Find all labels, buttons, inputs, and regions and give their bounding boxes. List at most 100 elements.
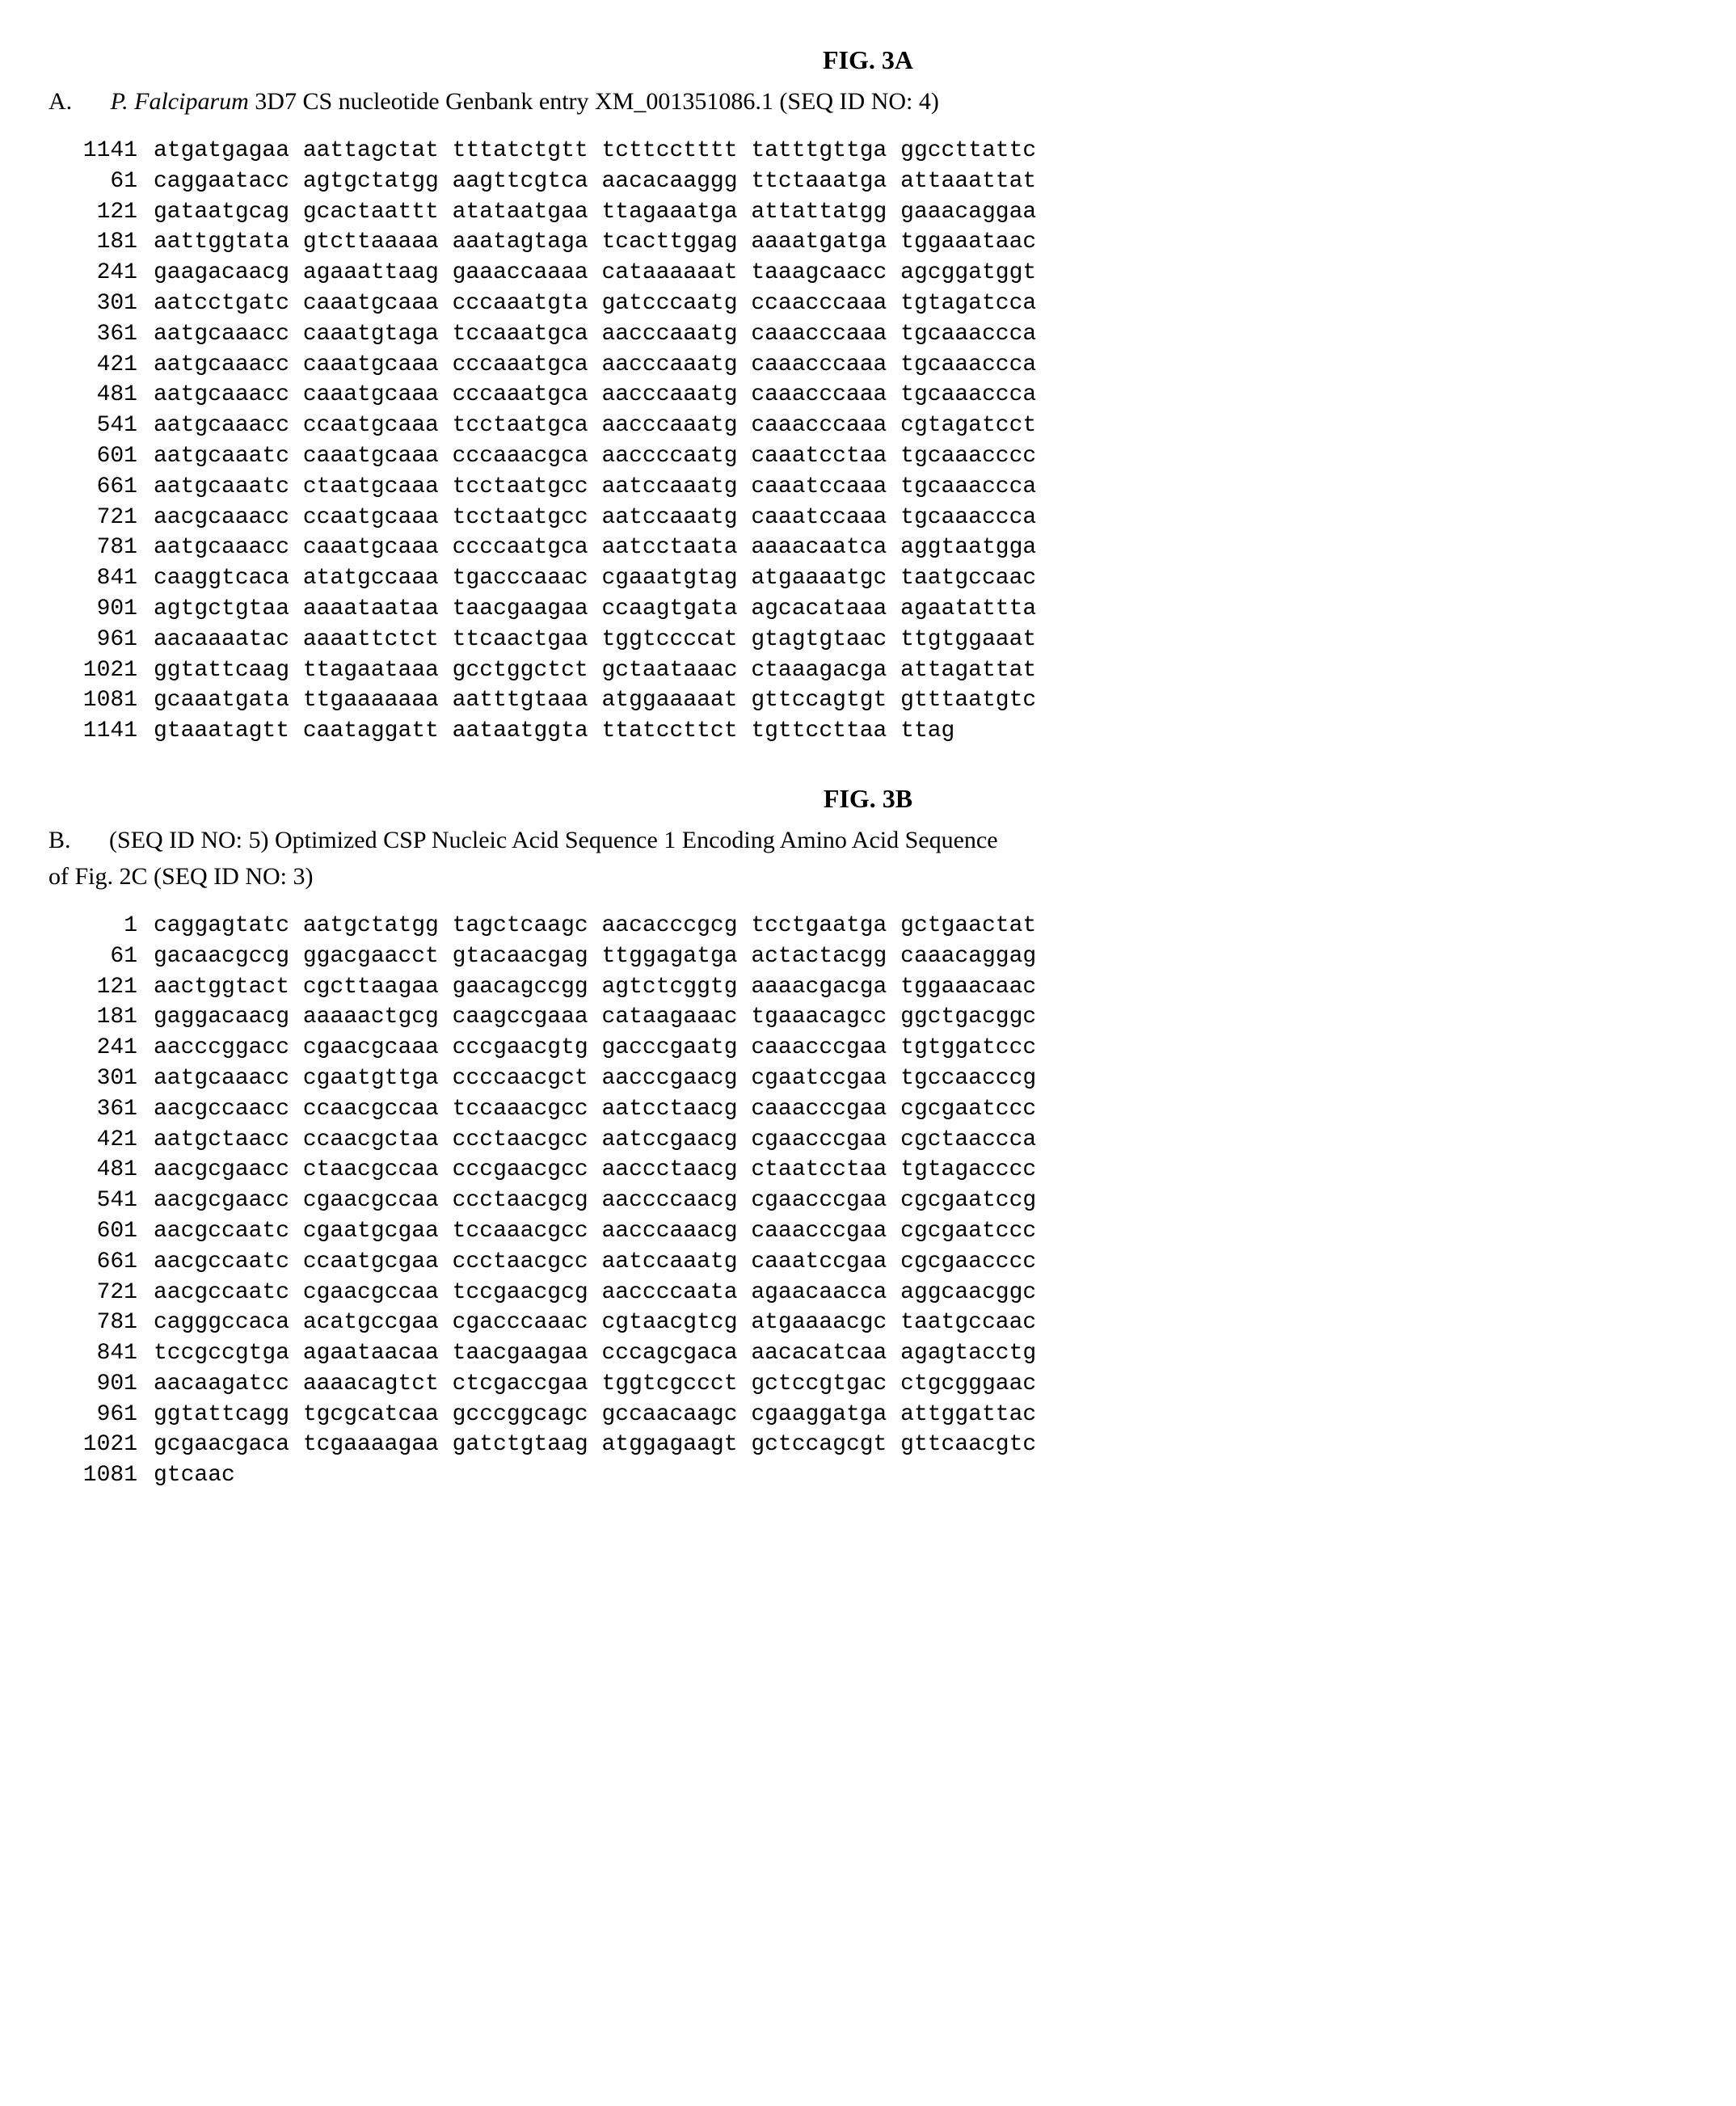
sequence-row: 241 gaagacaacg agaaattaag gaaaccaaaa cata… [48, 258, 1688, 289]
sequence-position: 181 [48, 1002, 137, 1033]
sequence-row: 181 aattggtata gtcttaaaaa aaatagtaga tcac… [48, 227, 1688, 258]
sequence-row: 241 aacccggacc cgaacgcaaa cccgaacgtg gacc… [48, 1033, 1688, 1064]
sequence-data: aacgcgaacc cgaacgccaa ccctaacgcg aacccca… [154, 1188, 1036, 1213]
sequence-row: 721aacgcaaacc ccaatgcaaa tcctaatgcc aatc… [48, 503, 1688, 533]
sequence-row: 841 caaggtcaca atatgccaaa tgacccaaac cgaa… [48, 563, 1688, 594]
sequence-data: gcgaacgaca tcgaaaagaa gatctgtaag atggaga… [154, 1432, 1036, 1457]
sequence-row: 1081gtcaac [48, 1460, 1688, 1491]
sequence-position: 121 [48, 972, 137, 1003]
sequence-row: 1081gcaaatgata ttgaaaaaaa aatttgtaaa atg… [48, 685, 1688, 716]
sequence-position: 301 [48, 289, 137, 319]
sequence-row: 121 gataatgcag gcactaattt atataatgaa ttag… [48, 197, 1688, 228]
sequence-position: 601 [48, 441, 137, 472]
sequence-data: ggtattcagg tgcgcatcaa gcccggcagc gccaaca… [154, 1402, 1036, 1427]
sequence-position: 721 [48, 503, 137, 533]
sequence-row: 421 aatgcaaacc caaatgcaaa cccaaatgca aacc… [48, 350, 1688, 381]
sequence-row: 541aatgcaaacc ccaatgcaaa tcctaatgca aacc… [48, 411, 1688, 441]
sequence-position: 361 [48, 319, 137, 350]
sequence-position: 1021 [48, 1430, 137, 1460]
sequence-row: 601aatgcaaatc caaatgcaaa cccaaacgca aacc… [48, 441, 1688, 472]
sequence-position: 841 [48, 563, 137, 594]
sequence-data: gaagacaacg agaaattaag gaaaccaaaa cataaaa… [154, 260, 1036, 285]
sequence-data: gtcaac [154, 1463, 235, 1488]
sequence-position: 481 [48, 380, 137, 411]
sequence-position: 961 [48, 625, 137, 655]
sequence-row: 1141atgatgagaa aattagctat tttatctgtt tct… [48, 136, 1688, 166]
species-name: P. Falciparum [111, 88, 249, 115]
sequence-data: agtgctgtaa aaaataataa taacgaagaa ccaagtg… [154, 596, 1036, 621]
sequence-position: 901 [48, 594, 137, 625]
sequence-position: 1021 [48, 655, 137, 686]
sequence-data: aacgccaacc ccaacgccaa tccaaacgcc aatccta… [154, 1097, 1036, 1122]
fig-3a-header: A. P. Falciparum 3D7 CS nucleotide Genba… [48, 83, 1688, 120]
sequence-data: aatgcaaacc caaatgcaaa cccaaatgca aacccaa… [154, 382, 1036, 407]
sequence-data: gataatgcag gcactaattt atataatgaa ttagaaa… [154, 200, 1036, 225]
sequence-position: 301 [48, 1064, 137, 1094]
section-letter-a: A. [48, 88, 72, 115]
sequence-row: 301 aatgcaaacc cgaatgttga ccccaacgct aacc… [48, 1064, 1688, 1094]
sequence-data: aatgcaaacc cgaatgttga ccccaacgct aacccga… [154, 1066, 1036, 1091]
sequence-data: aatgcaaacc caaatgtaga tccaaatgca aacccaa… [154, 322, 1036, 347]
sequence-row: 601aacgccaatc cgaatgcgaa tccaaacgcc aacc… [48, 1216, 1688, 1247]
sequence-data: aatgcaaacc caaatgcaaa cccaaatgca aacccaa… [154, 352, 1036, 377]
sequence-row: 421aatgctaacc ccaacgctaa ccctaacgcc aatc… [48, 1125, 1688, 1156]
sequence-block-b: 1caggagtatc aatgctatgg tagctcaagc aacacc… [48, 911, 1688, 1491]
sequence-row: 661aacgccaatc ccaatgcgaa ccctaacgcc aatc… [48, 1247, 1688, 1278]
sequence-data: aacgccaatc cgaacgccaa tccgaacgcg aacccca… [154, 1280, 1036, 1305]
sequence-row: 121 aactggtact cgcttaagaa gaacagccgg agtc… [48, 972, 1688, 1003]
sequence-data: aacgcgaacc ctaacgccaa cccgaacgcc aacccta… [154, 1157, 1036, 1182]
sequence-row: 841tccgccgtga agaataacaa taacgaagaa ccca… [48, 1338, 1688, 1369]
sequence-row: 1021 gcgaacgaca tcgaaaagaa gatctgtaag atg… [48, 1430, 1688, 1460]
sequence-row: 721aacgccaatc cgaacgccaa tccgaacgcg aacc… [48, 1278, 1688, 1308]
sequence-position: 241 [48, 1033, 137, 1064]
sequence-position: 1081 [48, 685, 137, 716]
sequence-position: 601 [48, 1216, 137, 1247]
sequence-row: 781cagggccaca acatgccgaa cgacccaaac cgta… [48, 1308, 1688, 1338]
sequence-row: 61 caggaatacc agtgctatgg aagttcgtca aacac… [48, 166, 1688, 197]
sequence-data: aatcctgatc caaatgcaaa cccaaatgta gatccca… [154, 291, 1036, 316]
sequence-row: 901 agtgctgtaa aaaataataa taacgaagaa ccaa… [48, 594, 1688, 625]
sequence-position: 421 [48, 350, 137, 381]
sequence-position: 241 [48, 258, 137, 289]
sequence-row: 961ggtattcagg tgcgcatcaa gcccggcagc gcca… [48, 1400, 1688, 1430]
figure-3a-container: FIG. 3A A. P. Falciparum 3D7 CS nucleoti… [48, 40, 1688, 747]
sequence-data: aacgccaatc ccaatgcgaa ccctaacgcc aatccaa… [154, 1249, 1036, 1274]
sequence-row: 481 aacgcgaacc ctaacgccaa cccgaacgcc aacc… [48, 1155, 1688, 1186]
fig-3a-label: FIG. 3A [48, 40, 1688, 79]
sequence-data: ggtattcaag ttagaataaa gcctggctct gctaata… [154, 658, 1036, 683]
sequence-data: aacccggacc cgaacgcaaa cccgaacgtg gacccga… [154, 1035, 1036, 1060]
sequence-position: 901 [48, 1369, 137, 1400]
header-line2-b: of Fig. 2C (SEQ ID NO: 3) [48, 863, 314, 890]
sequence-data: gaggacaacg aaaaactgcg caagccgaaa cataaga… [154, 1005, 1036, 1030]
sequence-data: aacaaaatac aaaattctct ttcaactgaa tggtccc… [154, 627, 1036, 652]
header-line1-b: (SEQ ID NO: 5) Optimized CSP Nucleic Aci… [109, 827, 998, 853]
sequence-row: 541aacgcgaacc cgaacgccaa ccctaacgcg aacc… [48, 1186, 1688, 1216]
sequence-data: caggaatacc agtgctatgg aagttcgtca aacacaa… [154, 169, 1036, 194]
sequence-position: 61 [48, 941, 137, 972]
sequence-data: aattggtata gtcttaaaaa aaatagtaga tcacttg… [154, 230, 1036, 255]
sequence-position: 181 [48, 227, 137, 258]
fig-3b-header: B. (SEQ ID NO: 5) Optimized CSP Nucleic … [48, 822, 1688, 895]
sequence-block-a: 1141 atgatgagaa aattagctat tttatctgtt tct… [48, 136, 1688, 747]
sequence-position: 361 [48, 1094, 137, 1125]
sequence-data: aatgcaaacc ccaatgcaaa tcctaatgca aacccaa… [154, 413, 1036, 438]
sequence-data: caaggtcaca atatgccaaa tgacccaaac cgaaatg… [154, 566, 1036, 591]
sequence-data: gtaaatagtt caataggatt aataatggta ttatcct… [154, 718, 954, 743]
sequence-row: 1caggagtatc aatgctatgg tagctcaagc aacacc… [48, 911, 1688, 941]
section-letter-b: B. [48, 827, 71, 853]
sequence-position: 781 [48, 533, 137, 563]
sequence-position: 1141 [48, 716, 137, 747]
sequence-position: 481 [48, 1155, 137, 1186]
sequence-position: 121 [48, 197, 137, 228]
header-rest-a: 3D7 CS nucleotide Genbank entry XM_00135… [249, 88, 939, 115]
sequence-position: 61 [48, 166, 137, 197]
sequence-data: aatgcaaatc ctaatgcaaa tcctaatgcc aatccaa… [154, 474, 1036, 499]
sequence-data: atgatgagaa aattagctat tttatctgtt tcttcct… [154, 138, 1036, 163]
sequence-position: 421 [48, 1125, 137, 1156]
sequence-data: aactggtact cgcttaagaa gaacagccgg agtctcg… [154, 975, 1036, 1000]
sequence-row: 901aacaagatcc aaaacagtct ctcgaccgaa tggt… [48, 1369, 1688, 1400]
sequence-position: 841 [48, 1338, 137, 1369]
sequence-row: 661aatgcaaatc ctaatgcaaa tcctaatgcc aatc… [48, 472, 1688, 503]
sequence-row: 481 aatgcaaacc caaatgcaaa cccaaatgca aacc… [48, 380, 1688, 411]
sequence-row: 361 aatgcaaacc caaatgtaga tccaaatgca aacc… [48, 319, 1688, 350]
